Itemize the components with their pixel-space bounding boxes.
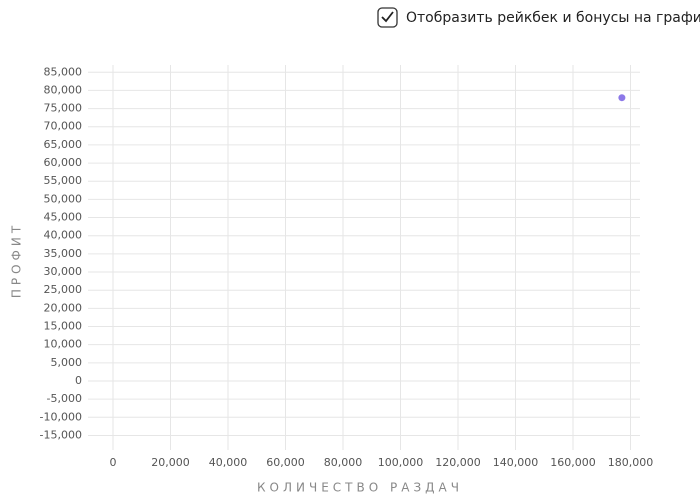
y-tick-label: 40,000 [44, 229, 83, 242]
y-tick-label: 85,000 [44, 65, 83, 78]
x-axis-title: КОЛИЧЕСТВО РАЗДАЧ [257, 481, 463, 495]
y-tick-label: 35,000 [44, 247, 83, 260]
y-tick-label: 10,000 [44, 338, 83, 351]
y-tick-label: 20,000 [44, 301, 83, 314]
x-tick-label: 20,000 [151, 456, 190, 469]
x-tick-label: 60,000 [266, 456, 305, 469]
y-tick-label: -5,000 [47, 392, 82, 405]
y-tick-label: 55,000 [44, 174, 83, 187]
y-tick-label: 60,000 [44, 156, 83, 169]
x-tick-label: 120,000 [435, 456, 481, 469]
y-tick-label: 15,000 [44, 320, 83, 333]
y-tick-label: 50,000 [44, 192, 83, 205]
y-tick-label: 25,000 [44, 283, 83, 296]
x-tick-label: 180,000 [608, 456, 654, 469]
y-tick-label: -15,000 [40, 428, 82, 441]
y-axis-title: ПРОФИТ [10, 222, 24, 298]
y-tick-label: 30,000 [44, 265, 83, 278]
y-tick-label: 5,000 [51, 356, 83, 369]
checkmark [381, 11, 394, 23]
y-tick-label: 70,000 [44, 120, 83, 133]
end-point [618, 94, 626, 102]
x-tick-label: 0 [110, 456, 117, 469]
checkbox-label[interactable]: Отобразить рейкбек и бонусы на графике [406, 10, 700, 26]
x-tick-label: 80,000 [324, 456, 363, 469]
x-tick-label: 40,000 [209, 456, 248, 469]
y-tick-label: 0 [75, 374, 82, 387]
y-tick-label: 75,000 [44, 102, 83, 115]
y-tick-label: -10,000 [40, 410, 82, 423]
x-tick-label: 160,000 [550, 456, 596, 469]
checkbox[interactable] [377, 7, 398, 28]
x-tick-label: 140,000 [493, 456, 539, 469]
y-tick-label: 45,000 [44, 211, 83, 224]
y-tick-label: 65,000 [44, 138, 83, 151]
x-tick-label: 100,000 [378, 456, 424, 469]
y-tick-label: 80,000 [44, 83, 83, 96]
